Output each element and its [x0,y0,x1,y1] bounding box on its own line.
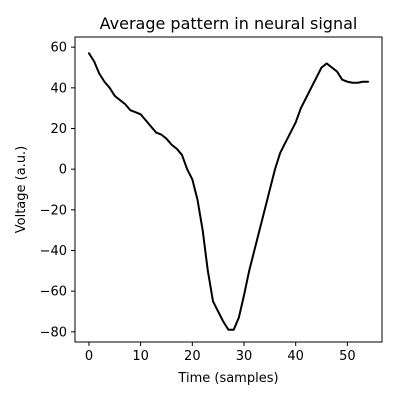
x-axis-ticks: 0 10 20 30 40 50 [85,342,356,364]
y-axis-label: Voltage (a.u.) [14,146,29,234]
y-tick-label: 40 [50,81,67,96]
y-tick-label: 60 [50,41,67,56]
signal-line [87,52,370,331]
y-tick-label: −20 [40,203,67,218]
y-tick-label: −40 [40,244,67,259]
x-tick-label: 20 [184,349,201,364]
plot-frame [74,36,383,343]
x-axis-label: Time (samples) [177,371,278,386]
x-tick-label: 10 [132,349,149,364]
y-tick-label: 0 [59,163,67,178]
y-tick-label: 20 [50,122,67,137]
y-tick-label: −80 [40,325,67,340]
x-tick-label: 40 [287,349,304,364]
chart-title: Average pattern in neural signal [100,14,358,33]
y-tick-label: −60 [40,285,67,300]
x-tick-label: 0 [85,349,93,364]
plot-area [74,36,383,343]
y-axis-ticks: 60 40 20 0 −20 −40 −60 −80 [40,41,75,340]
x-tick-label: 50 [339,349,356,364]
x-tick-label: 30 [236,349,253,364]
